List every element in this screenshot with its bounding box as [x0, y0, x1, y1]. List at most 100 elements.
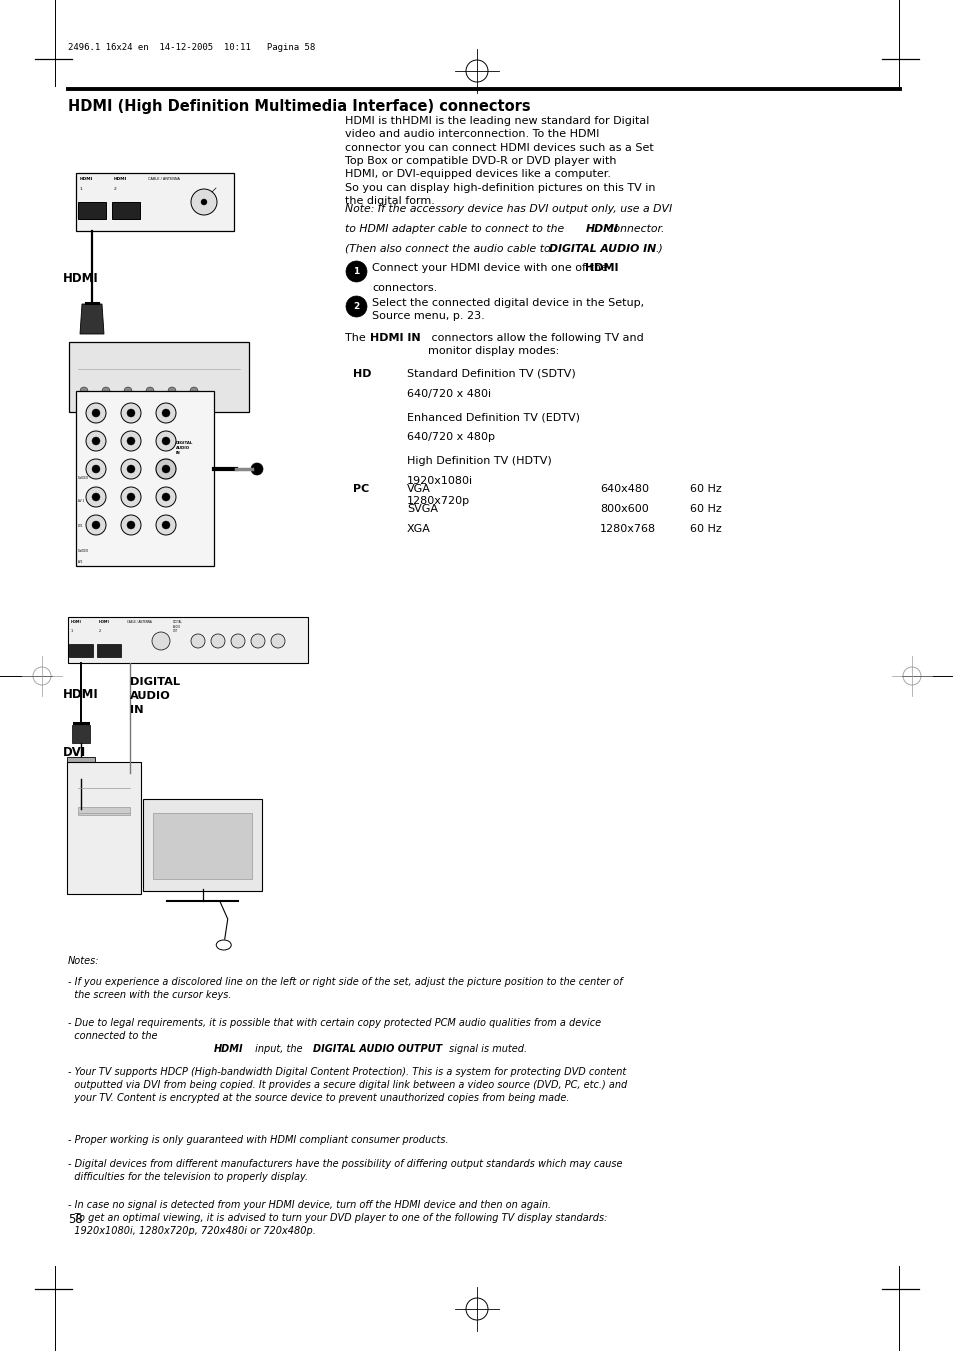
Text: HDMI IN: HDMI IN — [369, 332, 419, 343]
Text: 1280x768: 1280x768 — [599, 524, 656, 534]
Text: HDMI: HDMI — [213, 1044, 243, 1054]
Text: AV 1: AV 1 — [78, 499, 84, 503]
Circle shape — [162, 465, 170, 473]
Circle shape — [127, 493, 135, 501]
Circle shape — [90, 765, 92, 767]
Text: DIGITAL
AUDIO
OUT: DIGITAL AUDIO OUT — [172, 620, 183, 634]
Text: signal is muted.: signal is muted. — [446, 1044, 527, 1054]
Text: 640x480: 640x480 — [599, 484, 648, 494]
Circle shape — [127, 465, 135, 473]
Circle shape — [86, 403, 106, 423]
Circle shape — [201, 199, 207, 205]
Circle shape — [211, 634, 225, 648]
Text: - Digital devices from different manufacturers have the possibility of differing: - Digital devices from different manufac… — [68, 1159, 622, 1182]
FancyBboxPatch shape — [68, 617, 308, 663]
FancyBboxPatch shape — [78, 807, 130, 815]
Circle shape — [191, 634, 205, 648]
Text: VGA: VGA — [407, 484, 431, 494]
Text: 2: 2 — [113, 186, 116, 190]
Circle shape — [70, 765, 72, 767]
Circle shape — [121, 403, 141, 423]
Circle shape — [86, 459, 106, 480]
Text: 800x600: 800x600 — [599, 504, 648, 513]
Text: High Definition TV (HDTV): High Definition TV (HDTV) — [407, 457, 551, 466]
Text: connectors.: connectors. — [372, 282, 436, 293]
Circle shape — [121, 486, 141, 507]
Text: XGA: XGA — [407, 524, 431, 534]
Text: HDMI: HDMI — [80, 177, 93, 181]
Text: Notes:: Notes: — [68, 957, 99, 966]
Text: HDMI is thHDMI is the leading new standard for Digital
video and audio interconn: HDMI is thHDMI is the leading new standa… — [345, 116, 655, 207]
Text: connector.: connector. — [603, 224, 664, 234]
Circle shape — [156, 459, 175, 480]
Text: HD: HD — [353, 369, 371, 380]
Text: 2: 2 — [99, 630, 101, 634]
Text: CABLE / ANTENNA: CABLE / ANTENNA — [148, 177, 180, 181]
FancyBboxPatch shape — [97, 644, 121, 657]
Text: HDMI: HDMI — [113, 177, 127, 181]
Text: 58: 58 — [68, 1213, 83, 1225]
Text: - In case no signal is detected from your HDMI device, turn off the HDMI device : - In case no signal is detected from you… — [68, 1201, 607, 1236]
Circle shape — [231, 634, 245, 648]
Text: .): .) — [655, 243, 662, 254]
Text: DIGITAL
AUDIO
IN: DIGITAL AUDIO IN — [175, 440, 193, 455]
Circle shape — [121, 431, 141, 451]
Text: - Due to legal requirements, it is possible that with certain copy protected PCM: - Due to legal requirements, it is possi… — [68, 1019, 600, 1042]
Circle shape — [162, 493, 170, 501]
Text: - If you experience a discolored line on the left or right side of the set, adju: - If you experience a discolored line on… — [68, 977, 622, 1000]
Circle shape — [90, 771, 92, 774]
FancyBboxPatch shape — [152, 813, 252, 880]
Circle shape — [346, 261, 367, 282]
Circle shape — [146, 386, 153, 394]
Text: AV2: AV2 — [78, 561, 83, 563]
Circle shape — [74, 765, 77, 767]
Text: HDMI: HDMI — [63, 273, 99, 285]
Text: Enhanced Definition TV (EDTV): Enhanced Definition TV (EDTV) — [407, 412, 579, 423]
Text: 60 Hz: 60 Hz — [689, 524, 721, 534]
Circle shape — [251, 463, 263, 476]
Circle shape — [91, 493, 100, 501]
FancyBboxPatch shape — [112, 203, 140, 219]
Circle shape — [91, 465, 100, 473]
Circle shape — [162, 521, 170, 530]
Text: 640/720 x 480i: 640/720 x 480i — [407, 389, 491, 399]
Text: to HDMI adapter cable to connect to the: to HDMI adapter cable to connect to the — [345, 224, 567, 234]
Text: (Then also connect the audio cable to: (Then also connect the audio cable to — [345, 243, 554, 254]
FancyBboxPatch shape — [126, 773, 133, 785]
Circle shape — [91, 409, 100, 417]
FancyBboxPatch shape — [67, 762, 141, 894]
Text: DIGITAL AUDIO IN: DIGITAL AUDIO IN — [548, 243, 656, 254]
Text: 1920x1080i: 1920x1080i — [407, 476, 473, 486]
Text: Note: If the accessory device has DVI output only, use a DVI: Note: If the accessory device has DVI ou… — [345, 204, 672, 213]
Text: HDMI: HDMI — [584, 263, 618, 273]
FancyBboxPatch shape — [78, 203, 106, 219]
Text: 60 Hz: 60 Hz — [689, 504, 721, 513]
Polygon shape — [71, 725, 90, 743]
Circle shape — [156, 431, 175, 451]
Text: HDMI: HDMI — [63, 689, 99, 701]
Circle shape — [156, 403, 175, 423]
Text: CABLE / ANTENNA: CABLE / ANTENNA — [127, 620, 152, 624]
Text: DVI: DVI — [63, 747, 86, 759]
Text: 1280x720p: 1280x720p — [407, 496, 470, 505]
Circle shape — [346, 296, 367, 317]
Text: Standard Definition TV (SDTV): Standard Definition TV (SDTV) — [407, 369, 576, 380]
Text: 640/720 x 480p: 640/720 x 480p — [407, 432, 495, 442]
FancyBboxPatch shape — [143, 798, 262, 892]
Circle shape — [80, 765, 82, 767]
Text: 1: 1 — [71, 630, 73, 634]
Circle shape — [70, 771, 72, 774]
Circle shape — [168, 386, 175, 394]
Text: SVGA: SVGA — [407, 504, 437, 513]
Circle shape — [86, 486, 106, 507]
Circle shape — [80, 386, 88, 394]
Circle shape — [124, 386, 132, 394]
Circle shape — [85, 771, 87, 774]
Text: PC: PC — [353, 484, 369, 494]
Text: DV1: DV1 — [78, 524, 84, 528]
Text: S-VIDEO: S-VIDEO — [78, 476, 89, 480]
Circle shape — [85, 765, 87, 767]
Circle shape — [102, 386, 110, 394]
Text: 60 Hz: 60 Hz — [689, 484, 721, 494]
Circle shape — [121, 459, 141, 480]
